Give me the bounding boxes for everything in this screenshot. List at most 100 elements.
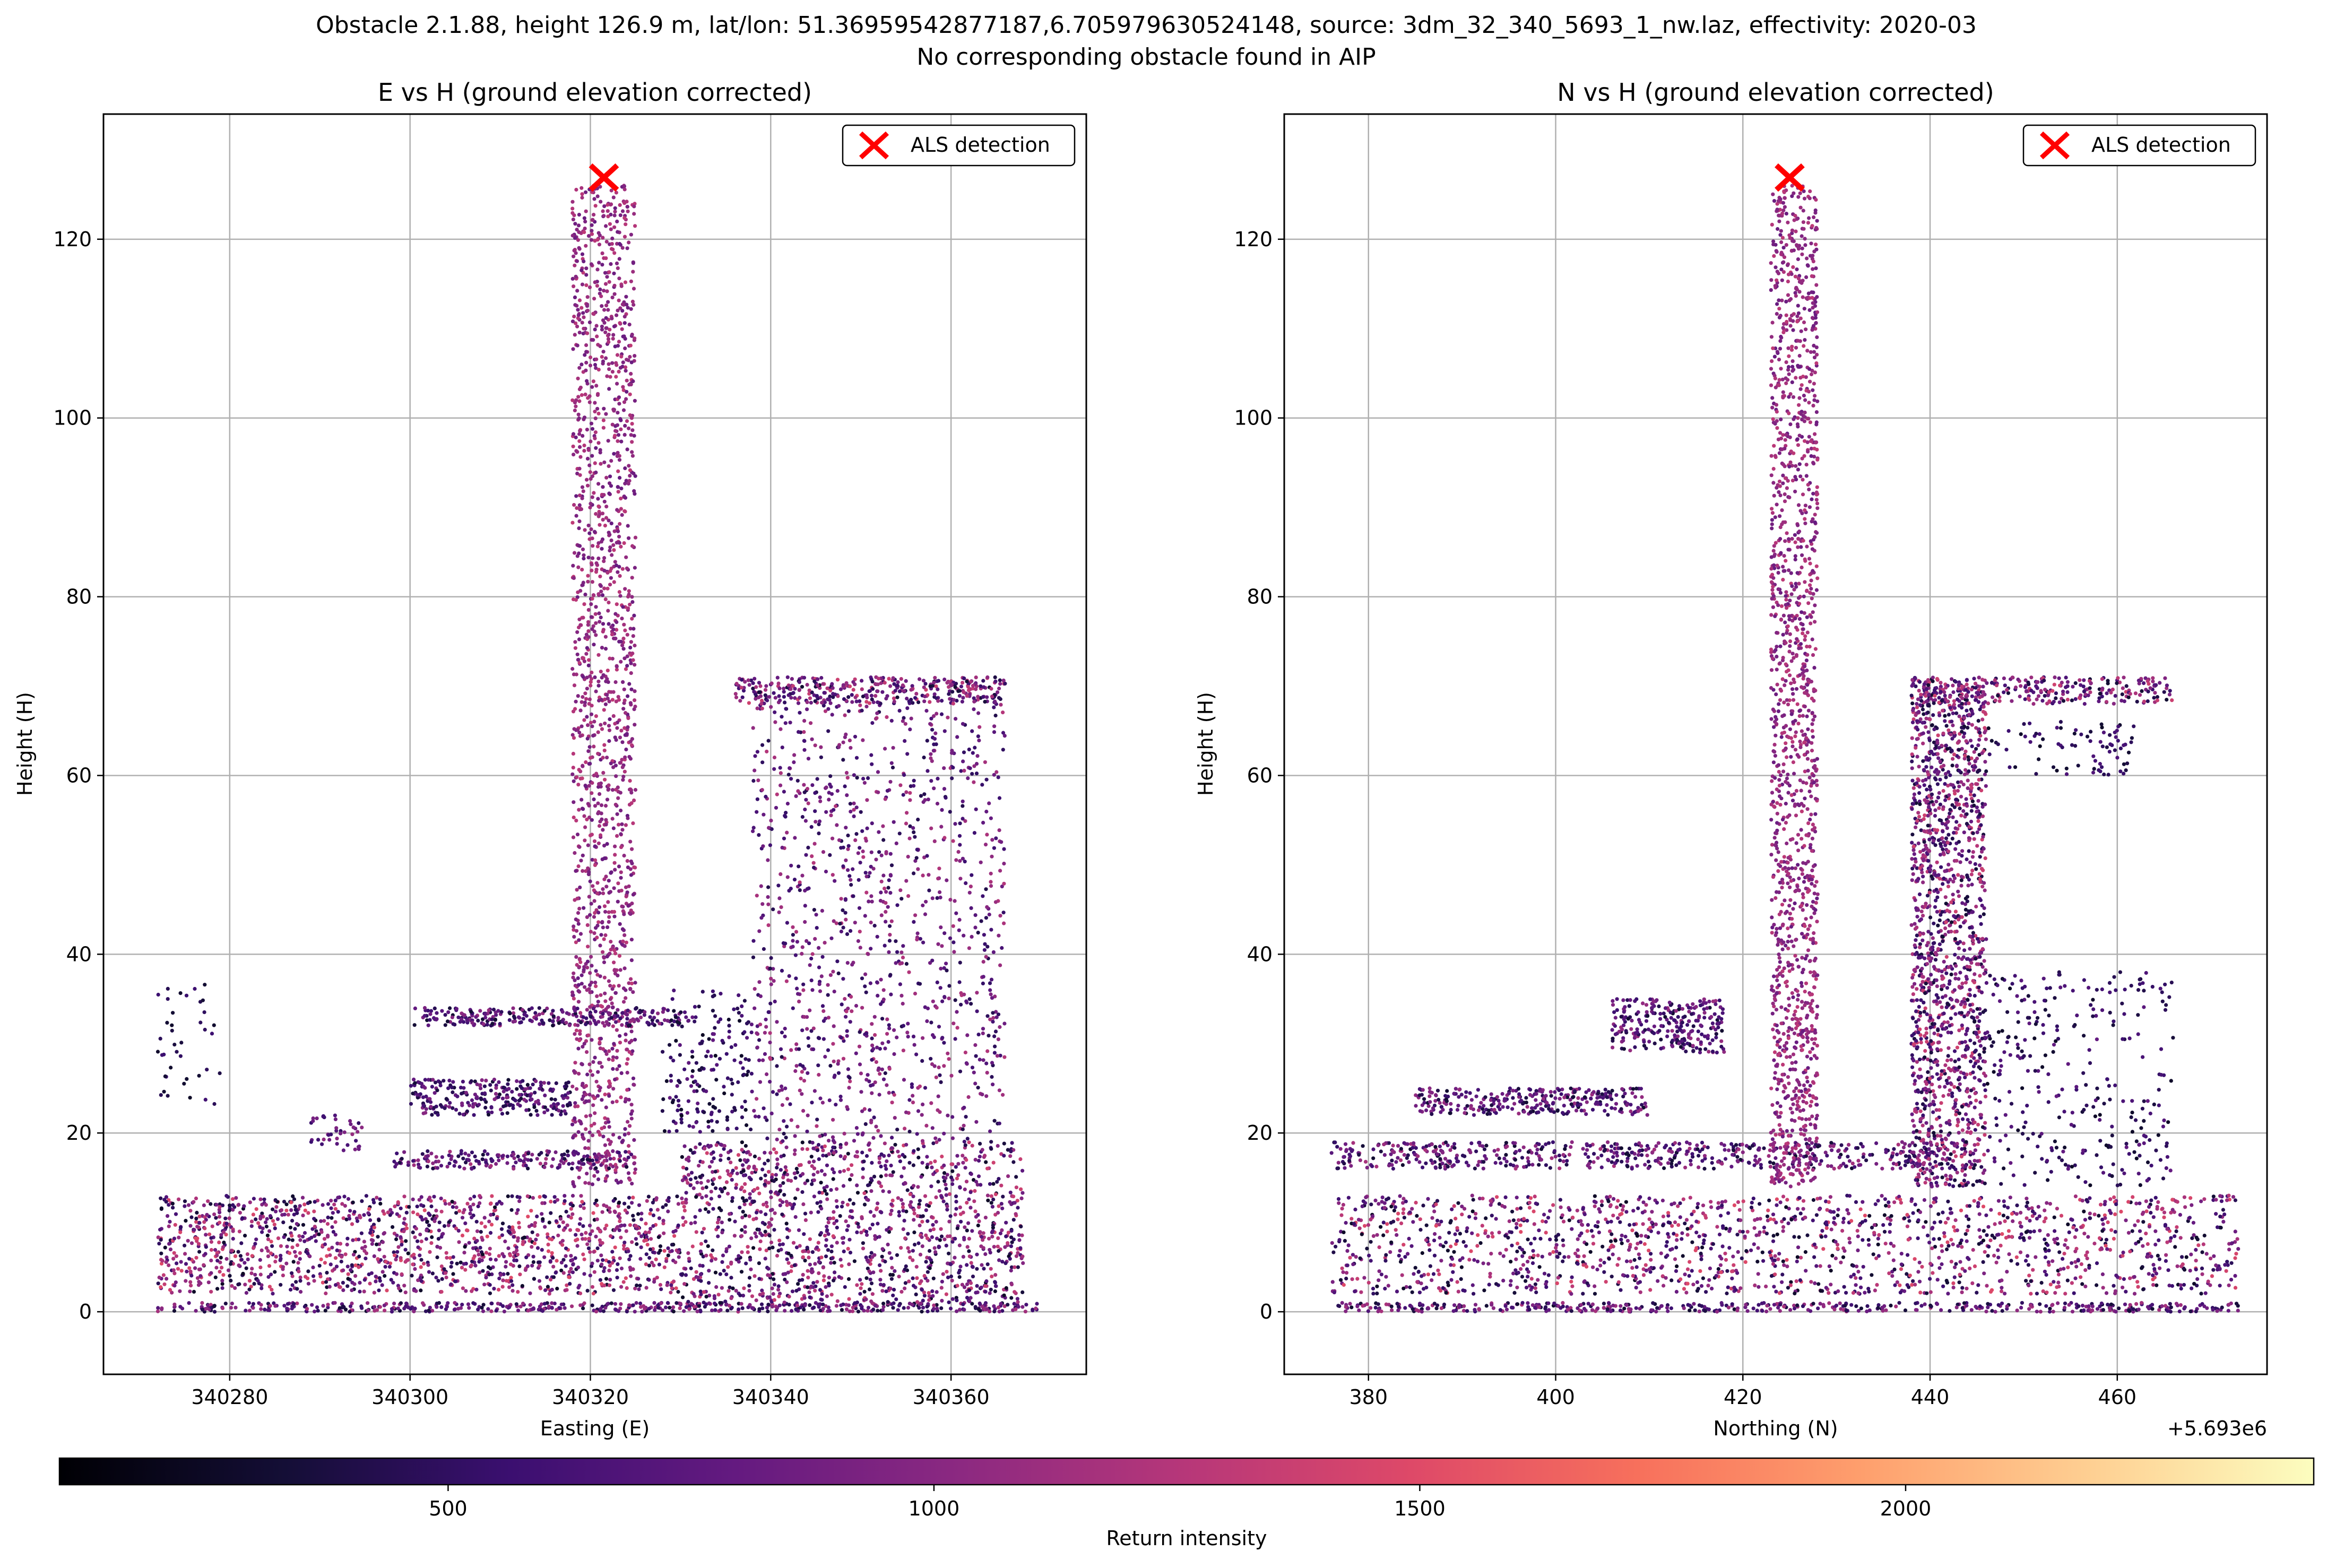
- scatter-point: [891, 1306, 895, 1310]
- scatter-point: [592, 1250, 595, 1254]
- scatter-point: [183, 1252, 187, 1255]
- scatter-point: [933, 1159, 937, 1163]
- scatter-point: [503, 1310, 506, 1313]
- scatter-point: [592, 798, 596, 801]
- scatter-point: [584, 1084, 588, 1088]
- scatter-point: [432, 1195, 436, 1199]
- scatter-point: [585, 1172, 589, 1175]
- scatter-point: [817, 1157, 821, 1161]
- scatter-point: [586, 960, 590, 964]
- scatter-point: [271, 1292, 274, 1295]
- scatter-point: [295, 1302, 299, 1305]
- scatter-point: [827, 1284, 831, 1287]
- scatter-point: [339, 1242, 342, 1245]
- scatter-point: [402, 1284, 406, 1287]
- scatter-point: [599, 1163, 603, 1167]
- scatter-point: [940, 1155, 944, 1158]
- scatter-point: [823, 1173, 827, 1176]
- scatter-point: [591, 1103, 595, 1107]
- scatter-point: [440, 1290, 444, 1294]
- scatter-point: [546, 1285, 550, 1288]
- scatter-point: [647, 1263, 651, 1267]
- scatter-point: [535, 1233, 539, 1237]
- scatter-point: [590, 781, 594, 785]
- scatter-point: [899, 994, 903, 998]
- scatter-point: [370, 1242, 374, 1246]
- scatter-point: [872, 1115, 876, 1119]
- scatter-point: [608, 474, 612, 478]
- scatter-point: [878, 1235, 881, 1238]
- scatter-point: [601, 359, 605, 363]
- scatter-point: [582, 1206, 586, 1210]
- scatter-point: [594, 384, 598, 387]
- scatter-point: [580, 1200, 584, 1203]
- scatter-point: [634, 536, 637, 540]
- scatter-point: [625, 1310, 629, 1313]
- scatter-point: [632, 634, 635, 638]
- scatter-point: [549, 1259, 552, 1263]
- scatter-point: [586, 749, 590, 753]
- scatter-point: [550, 1251, 554, 1255]
- scatter-point: [921, 904, 924, 907]
- scatter-point: [756, 1186, 759, 1190]
- scatter-point: [570, 1123, 574, 1127]
- scatter-point: [573, 898, 576, 902]
- scatter-point: [837, 1071, 841, 1075]
- scatter-point: [602, 289, 605, 292]
- scatter-point: [301, 1214, 305, 1217]
- scatter-point: [593, 1056, 597, 1060]
- scatter-point: [338, 1306, 342, 1310]
- scatter-point: [470, 1289, 473, 1293]
- scatter-point: [920, 1220, 924, 1224]
- scatter-point: [864, 705, 868, 708]
- scatter-point: [471, 1246, 475, 1250]
- scatter-point: [530, 1264, 534, 1268]
- scatter-point: [855, 1150, 859, 1154]
- scatter-point: [771, 1287, 774, 1290]
- scatter-point: [189, 1270, 193, 1274]
- scatter-point: [965, 1296, 969, 1300]
- scatter-point: [606, 669, 610, 672]
- scatter-point: [629, 662, 633, 665]
- scatter-point: [620, 644, 624, 647]
- scatter-point: [751, 1306, 755, 1310]
- scatter-point: [209, 1236, 213, 1240]
- scatter-point: [543, 1225, 547, 1229]
- scatter-point: [455, 1262, 459, 1266]
- scatter-point: [581, 616, 585, 619]
- scatter-point: [603, 933, 607, 937]
- scatter-point: [630, 600, 634, 604]
- scatter-point: [625, 1286, 629, 1290]
- scatter-point: [773, 1211, 777, 1215]
- scatter-point: [635, 1284, 638, 1287]
- scatter-point: [572, 972, 575, 975]
- scatter-point: [575, 630, 579, 634]
- scatter-point: [542, 1194, 546, 1198]
- scatter-point: [975, 1253, 979, 1257]
- scatter-point: [599, 670, 603, 673]
- scatter-point: [964, 881, 967, 885]
- scatter-point: [930, 1215, 933, 1219]
- scatter-point: [180, 1306, 184, 1310]
- scatter-point: [626, 816, 629, 820]
- scatter-point: [967, 1140, 971, 1144]
- scatter-point: [929, 1161, 932, 1165]
- scatter-point: [606, 300, 610, 304]
- scatter-point: [949, 1175, 953, 1179]
- scatter-point: [884, 1167, 888, 1171]
- scatter-point: [334, 1283, 338, 1287]
- scatter-point: [996, 1211, 1000, 1215]
- scatter-point: [589, 363, 592, 367]
- scatter-point: [421, 1301, 425, 1305]
- scatter-point: [612, 408, 616, 411]
- scatter-point: [595, 881, 599, 885]
- scatter-point: [607, 724, 611, 727]
- scatter-point: [817, 1241, 820, 1244]
- scatter-point: [983, 1154, 987, 1157]
- scatter-point: [889, 1202, 893, 1206]
- scatter-point: [806, 1147, 809, 1151]
- scatter-point: [435, 1305, 438, 1309]
- scatter-point: [617, 823, 620, 827]
- scatter-point: [800, 874, 804, 878]
- scatter-point: [689, 1222, 693, 1225]
